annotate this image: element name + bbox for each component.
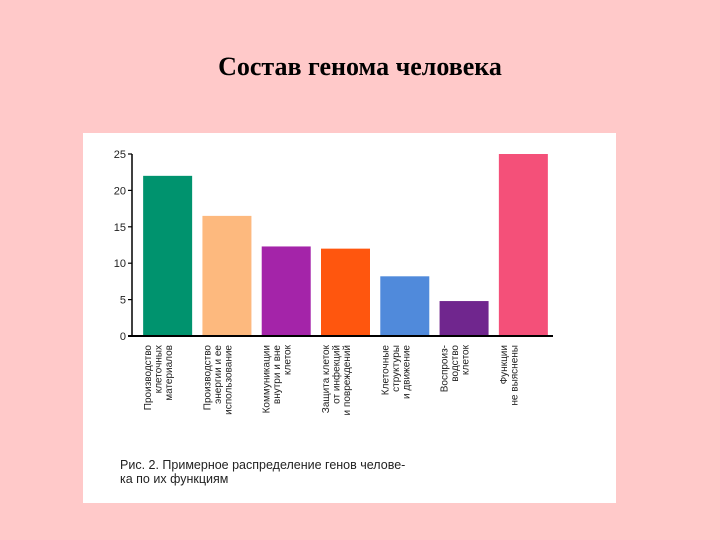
- category-label-line: использование: [223, 345, 234, 415]
- bar-2: [202, 215, 252, 336]
- category-label-line: водство: [450, 345, 461, 382]
- category-label-line: Коммуникации: [262, 345, 273, 413]
- category-label-4: Защита клеток от инфекций и повреждений: [321, 344, 353, 415]
- y-tick-label: 5: [120, 295, 126, 307]
- category-label-line: Клеточные: [380, 345, 391, 396]
- y-tick-label: 0: [120, 331, 126, 343]
- category-label-line: и движение: [401, 345, 412, 399]
- y-tick-label: 10: [114, 258, 126, 270]
- slide-title: Состав генома человека: [218, 52, 502, 81]
- category-label-line: Воспроиз-: [440, 345, 451, 392]
- bar-6: [439, 301, 489, 336]
- y-tick-label: 20: [114, 185, 126, 197]
- category-label-7: Функции не выяснены: [499, 345, 521, 406]
- category-label-line: внутри и вне: [272, 345, 283, 405]
- category-label-line: не выяснены: [509, 345, 520, 406]
- category-label-1: Производство клеточных материалов: [143, 345, 175, 411]
- category-label-2: Производство энергии и ее использование: [202, 345, 234, 415]
- category-label-line: Производство: [143, 345, 154, 411]
- bar-3: [261, 246, 311, 336]
- category-label-line: от инфекций: [331, 345, 343, 404]
- figure-caption: Рис. 2. Примерное распределение генов че…: [120, 458, 590, 486]
- category-label-line: и повреждений: [342, 345, 353, 415]
- bar-5: [380, 276, 430, 336]
- category-label-line: энергии и ее: [213, 345, 224, 404]
- bar-4: [321, 248, 370, 336]
- y-tick-label: 25: [114, 149, 126, 161]
- category-label-line: структуры: [391, 345, 402, 392]
- category-label-line: Защита клеток: [321, 344, 332, 413]
- category-label-line: материалов: [164, 345, 175, 401]
- category-label-6: Воспроиз-водство клеток: [440, 344, 472, 392]
- category-label-line: клеток: [461, 344, 472, 375]
- category-label-line: Производство: [202, 345, 213, 411]
- caption-line-1: Рис. 2. Примерное распределение генов че…: [120, 458, 406, 472]
- caption-line-2: ка по их функциям: [120, 472, 229, 486]
- category-label-3: Коммуникации внутри и вне клеток: [262, 344, 294, 413]
- bar-1: [143, 175, 193, 336]
- category-label-line: клеточных: [154, 345, 165, 393]
- category-label-5: Клеточные структуры и движение: [380, 345, 412, 399]
- bar-7: [498, 154, 548, 336]
- y-tick-label: 15: [114, 222, 126, 234]
- chart-figure: 0 5 10 15 20 25 Производство клеточных материало…: [83, 133, 616, 503]
- category-label-line: клеток: [283, 344, 294, 375]
- category-label-line: Функции: [499, 345, 510, 384]
